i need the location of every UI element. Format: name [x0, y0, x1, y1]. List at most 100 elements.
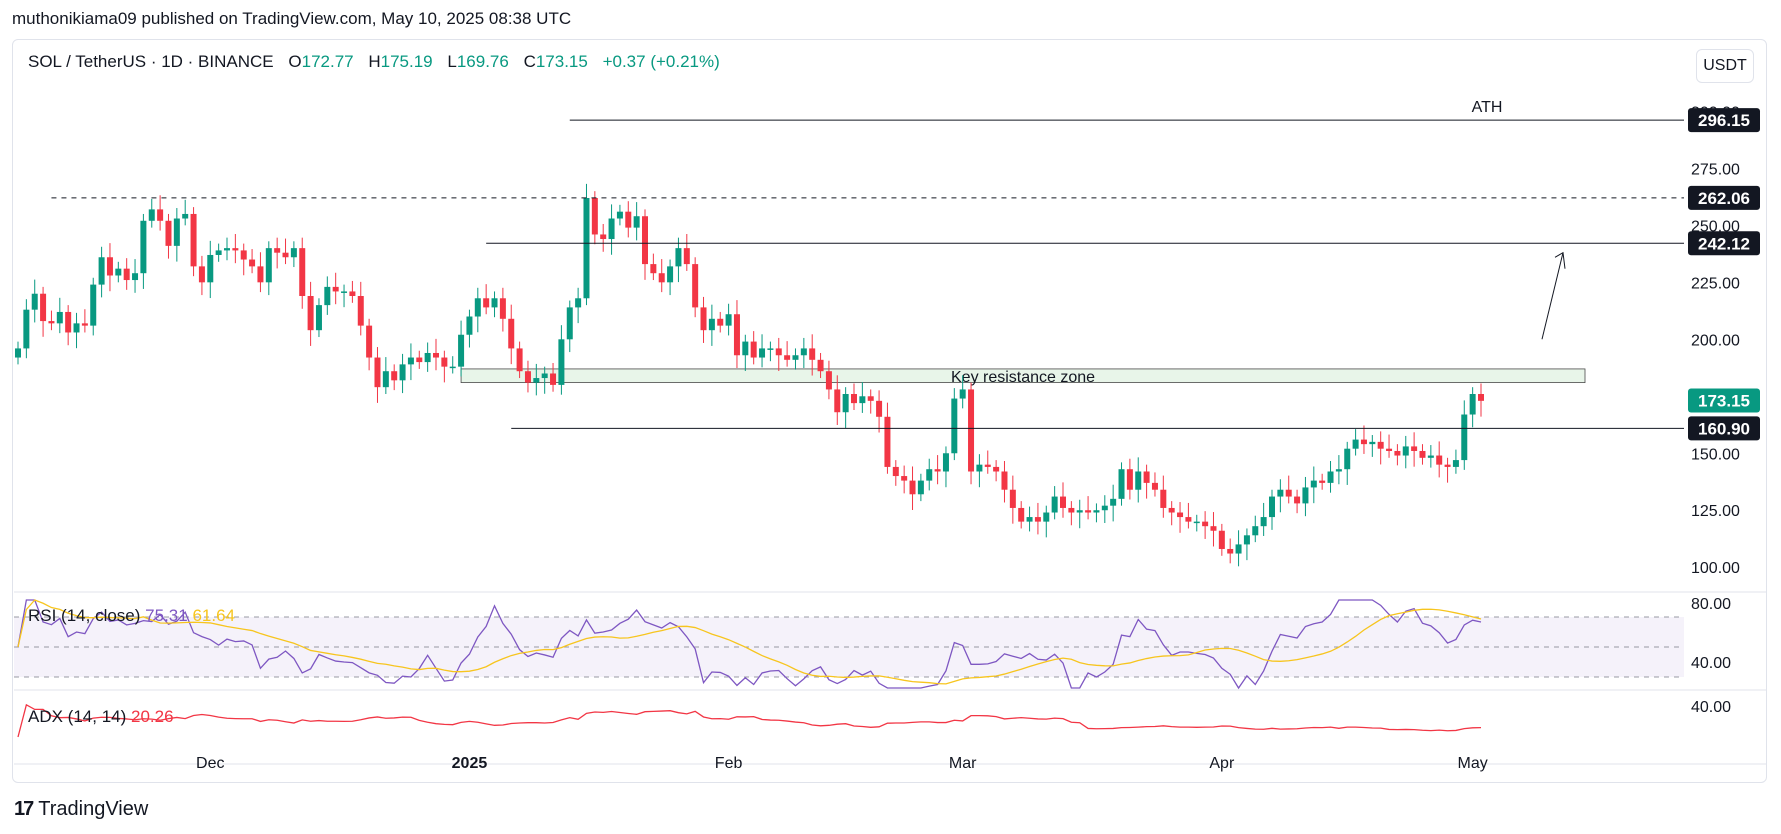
candle-body [1452, 460, 1459, 467]
candle-body [299, 248, 306, 296]
candle-body [1277, 489, 1284, 497]
candle-body [909, 480, 916, 495]
candle-body [926, 469, 933, 481]
rsi-value: 75.31 [145, 606, 188, 625]
candle-body [366, 325, 373, 358]
candle-body [1202, 521, 1209, 527]
rsi-label: RSI (14, close) [28, 606, 141, 625]
price-tag [1688, 388, 1760, 413]
candle-body [265, 248, 272, 283]
candle-body [717, 318, 724, 326]
price-tag [1688, 416, 1760, 441]
candle-body [173, 218, 180, 246]
candle-body [198, 266, 205, 283]
candle-body [1151, 482, 1158, 490]
candle-body [675, 248, 682, 267]
candle-body [282, 252, 289, 258]
projection-arrow-head [1554, 251, 1566, 269]
candle-body [583, 198, 590, 299]
candle-body [600, 234, 607, 240]
candle-body [1285, 489, 1292, 497]
candle-body [1060, 496, 1066, 508]
x-tick-label: Feb [715, 755, 743, 772]
candle-body [1269, 496, 1275, 518]
candle-body [516, 348, 523, 372]
x-tick-label: Mar [949, 755, 977, 772]
candle-body [533, 378, 540, 383]
rsi-axis-label: 80.00 [1691, 596, 1731, 613]
candle-body [491, 298, 498, 308]
candle-body [332, 286, 339, 292]
candle-body [65, 311, 72, 333]
candle-body [207, 254, 214, 283]
candle-body [1294, 496, 1301, 504]
candle-body [357, 296, 364, 326]
candle-body [458, 334, 465, 367]
candle-body [1327, 471, 1334, 483]
candle-body [800, 348, 807, 356]
candle-body [616, 211, 623, 219]
candle-body [1227, 548, 1234, 554]
y-tick-label: 200.00 [1691, 332, 1740, 349]
open-value: 172.77 [301, 52, 354, 71]
candle-body [416, 357, 423, 363]
candle-body [608, 218, 615, 240]
candle-body [1135, 471, 1142, 490]
x-tick-label: May [1458, 755, 1488, 772]
tradingview-logo-icon: 17 [14, 798, 34, 820]
candle-body [1009, 489, 1016, 508]
candle-body [1118, 469, 1125, 499]
candle-body [90, 284, 97, 326]
candle-body [884, 416, 891, 467]
candle-body [558, 339, 565, 385]
low-value: 169.76 [456, 52, 509, 71]
candle-body [23, 309, 30, 349]
rsi-legend[interactable]: RSI (14, close) 75.31 61.64 [28, 606, 235, 626]
candle-body [1185, 517, 1192, 522]
candle-body [407, 357, 414, 365]
candle-body [1093, 510, 1100, 513]
candle-body [1310, 480, 1317, 488]
candle-body [959, 389, 966, 399]
candle-body [575, 298, 582, 308]
candle-body [750, 341, 757, 358]
candle-body [742, 341, 749, 356]
price-tag-label: 173.15 [1698, 391, 1750, 410]
candle-body [825, 371, 832, 390]
candle-body [1143, 471, 1150, 483]
candle-body [1478, 394, 1484, 401]
candle-body [1193, 521, 1200, 524]
x-tick-label: Apr [1209, 755, 1235, 772]
candle-body [642, 216, 648, 265]
candle-body [876, 400, 883, 417]
candle-body [249, 259, 256, 267]
candle-body [541, 373, 548, 379]
adx-legend[interactable]: ADX (14, 14) 20.26 [28, 707, 174, 727]
candle-body [834, 389, 841, 413]
currency-button[interactable]: USDT [1696, 49, 1754, 83]
symbol-name[interactable]: SOL / TetherUS · 1D · BINANCE [28, 52, 274, 71]
candle-body [499, 298, 506, 319]
rsi-axis-label: 40.00 [1691, 655, 1731, 672]
candle-body [132, 273, 139, 281]
y-tick-label: 125.00 [1691, 503, 1740, 520]
candle-body [1076, 510, 1083, 513]
candle-body [1051, 496, 1058, 513]
y-tick-label: 100.00 [1691, 560, 1740, 577]
candle-body [1411, 446, 1418, 451]
candle-body [140, 220, 147, 274]
x-tick-label: 2025 [452, 755, 488, 772]
candle-body [984, 464, 991, 467]
candle-body [391, 371, 398, 381]
candle-body [349, 291, 356, 296]
candle-body [1369, 441, 1376, 445]
candle-body [951, 398, 958, 454]
candle-body [633, 216, 640, 228]
tradingview-brand[interactable]: 17 TradingView [14, 798, 148, 821]
candle-body [842, 394, 849, 413]
candle-body [993, 466, 1000, 472]
candle-body [1377, 441, 1384, 449]
candle-body [1177, 512, 1184, 518]
candle-body [817, 359, 824, 372]
